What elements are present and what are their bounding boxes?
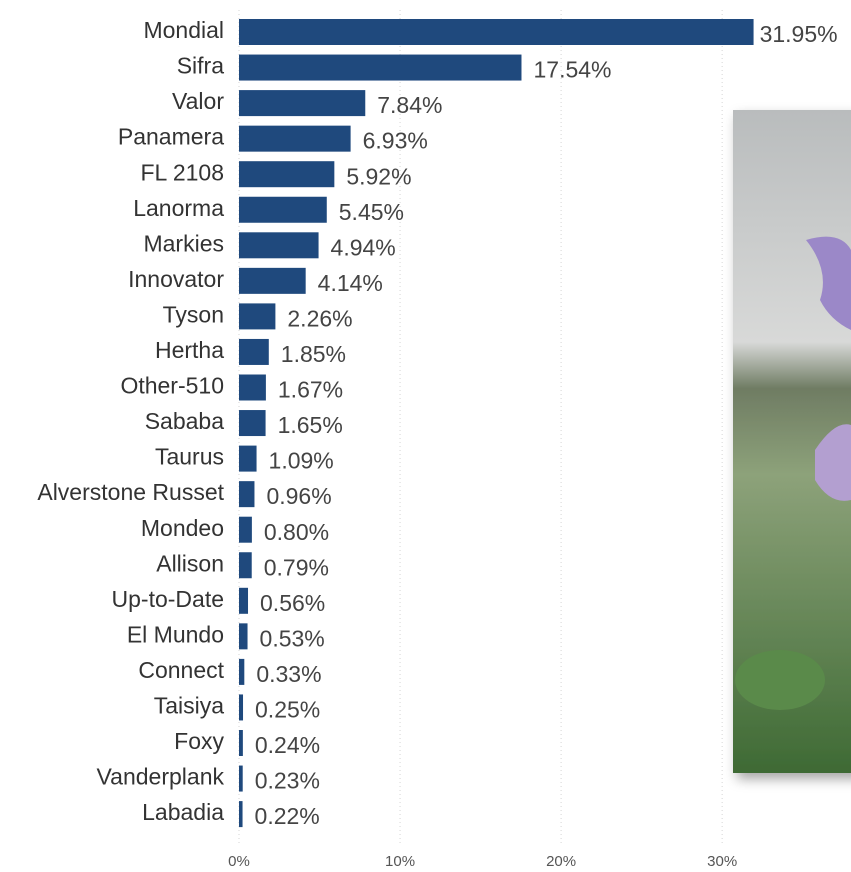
bar xyxy=(239,126,351,152)
category-label: Markies xyxy=(143,230,224,256)
value-label: 5.45% xyxy=(339,199,404,225)
bar xyxy=(239,730,243,756)
value-label: 0.80% xyxy=(264,519,329,545)
bar xyxy=(239,517,252,543)
bar xyxy=(239,19,754,45)
bar xyxy=(239,232,319,258)
bar xyxy=(239,588,248,614)
value-label: 0.33% xyxy=(256,661,321,687)
page: {"chart_data": {"type": "bar", "orientat… xyxy=(0,0,851,872)
category-label: Valor xyxy=(172,88,224,114)
bar xyxy=(239,339,269,365)
x-tick-label: 10% xyxy=(385,853,415,870)
category-label: Foxy xyxy=(174,728,224,754)
bar xyxy=(239,766,243,792)
photo xyxy=(733,110,851,773)
value-label: 7.84% xyxy=(377,92,442,118)
value-label: 0.22% xyxy=(255,803,320,829)
value-label: 0.23% xyxy=(255,768,320,794)
category-label: Vanderplank xyxy=(97,764,225,790)
category-label: Taurus xyxy=(155,444,224,470)
value-label: 2.26% xyxy=(287,305,352,331)
category-label: Alverstone Russet xyxy=(37,479,224,505)
value-label: 0.79% xyxy=(264,554,329,580)
chart: 0% 10% 20% 30% Mondial 31.95% Sifra 17.54% Valor… xyxy=(0,0,851,872)
value-label: 5.92% xyxy=(346,163,411,189)
value-label: 17.54% xyxy=(533,57,611,83)
category-label: Hertha xyxy=(155,337,224,363)
value-label: 0.24% xyxy=(255,732,320,758)
category-label: Taisiya xyxy=(154,693,225,719)
value-label: 0.25% xyxy=(255,697,320,723)
bar xyxy=(239,161,334,187)
category-label: Mondial xyxy=(143,17,224,43)
bar xyxy=(239,623,248,649)
bar xyxy=(239,197,327,223)
value-label: 4.14% xyxy=(318,270,383,296)
category-label: FL 2108 xyxy=(140,159,224,185)
x-tick-label: 30% xyxy=(707,853,737,870)
bar xyxy=(239,659,244,685)
bar xyxy=(239,694,243,720)
bar xyxy=(239,268,306,294)
category-label: Sifra xyxy=(177,53,225,79)
value-label: 1.85% xyxy=(281,341,346,367)
bar xyxy=(239,410,266,436)
category-label: Tyson xyxy=(163,301,224,327)
category-label: Up-to-Date xyxy=(112,586,224,612)
value-label: 31.95% xyxy=(760,21,838,47)
value-label: 4.94% xyxy=(331,234,396,260)
category-label: Other-510 xyxy=(120,373,224,399)
bar xyxy=(239,481,254,507)
value-label: 1.09% xyxy=(269,448,334,474)
bar xyxy=(239,801,243,827)
category-label: Sababa xyxy=(145,408,225,434)
value-label: 0.53% xyxy=(260,625,325,651)
bar xyxy=(239,552,252,578)
category-label: Mondeo xyxy=(141,515,224,541)
bar xyxy=(239,446,257,472)
x-tick-label: 0% xyxy=(228,853,250,870)
bar xyxy=(239,55,521,81)
bar xyxy=(239,375,266,401)
category-label: Connect xyxy=(138,657,224,683)
category-label: Labadia xyxy=(142,799,224,825)
x-tick-label: 20% xyxy=(546,853,576,870)
category-label: Lanorma xyxy=(133,195,224,221)
bar xyxy=(239,90,365,116)
value-label: 1.65% xyxy=(278,412,343,438)
value-label: 1.67% xyxy=(278,377,343,403)
leaf xyxy=(735,650,825,710)
category-label: Innovator xyxy=(128,266,224,292)
category-label: Allison xyxy=(156,550,224,576)
category-label: El Mundo xyxy=(127,621,224,647)
bar xyxy=(239,303,275,329)
value-label: 0.56% xyxy=(260,590,325,616)
category-label: Panamera xyxy=(118,124,224,150)
value-label: 0.96% xyxy=(266,483,331,509)
value-label: 6.93% xyxy=(363,128,428,154)
